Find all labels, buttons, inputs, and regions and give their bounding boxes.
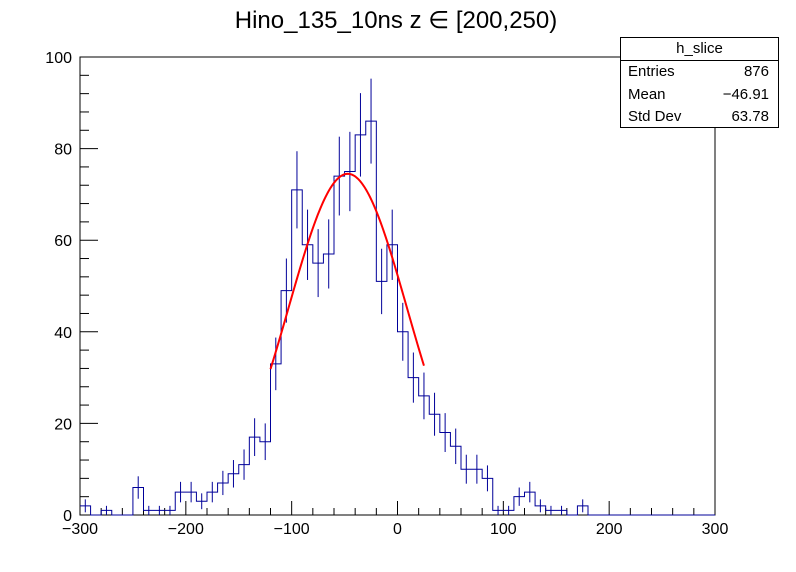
x-tick-label: −300	[62, 521, 98, 538]
y-axis: 0 20 40 60 80 100	[45, 50, 98, 525]
chart-title: Hino_135_10ns z ∈ [200,250)	[235, 7, 557, 34]
stats-row-stddev: Std Dev 63.78	[621, 106, 778, 129]
stats-title: h_slice	[621, 38, 778, 61]
x-tick-label: 300	[702, 521, 729, 538]
stats-row-entries: Entries 876	[621, 61, 778, 84]
x-tick-label: 200	[596, 521, 623, 538]
y-tick-label: 0	[63, 508, 72, 525]
histogram-outline	[80, 120, 715, 516]
error-bars	[84, 78, 584, 515]
y-tick-label: 40	[54, 325, 72, 342]
y-tick-label: 60	[54, 233, 72, 250]
gaussian-fit	[269, 172, 425, 370]
histogram-series	[80, 120, 715, 516]
y-tick-label: 80	[54, 142, 72, 159]
x-tick-label: −200	[168, 521, 204, 538]
stats-label: Std Dev	[628, 108, 682, 125]
stats-label: Entries	[628, 63, 675, 80]
x-tick-label: 0	[393, 521, 402, 538]
stats-value: −46.91	[722, 85, 769, 103]
stats-box: h_slice Entries 876 Mean −46.91 Std Dev …	[620, 37, 779, 128]
x-tick-label: −100	[274, 521, 310, 538]
fit-curve	[269, 172, 425, 370]
x-axis: −300 −200 −100 0 100 200 300	[62, 501, 728, 538]
stats-row-mean: Mean −46.91	[621, 84, 778, 107]
y-tick-label: 20	[54, 416, 72, 433]
stats-label: Mean	[628, 85, 666, 103]
stats-value: 876	[743, 63, 769, 80]
y-tick-label: 100	[45, 50, 72, 67]
stats-value: 63.78	[731, 108, 769, 125]
x-tick-label: 100	[490, 521, 517, 538]
